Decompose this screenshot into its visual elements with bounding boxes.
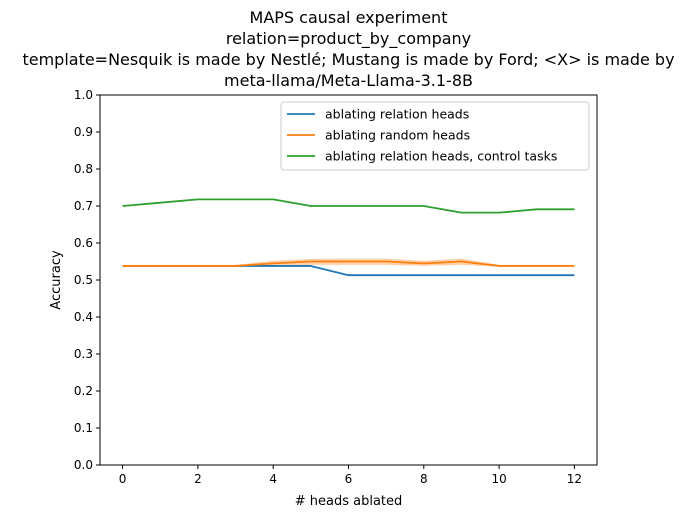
y-axis-label: Accuracy	[49, 250, 64, 310]
x-tick-label: 10	[491, 472, 506, 486]
x-tick-label: 6	[345, 472, 353, 486]
x-tick-label: 12	[567, 472, 582, 486]
x-tick-label: 4	[269, 472, 277, 486]
series-0-line	[122, 265, 575, 277]
series-1-confidence-band	[122, 258, 575, 267]
y-tick-label: 0.2	[74, 384, 93, 398]
x-tick-label: 8	[420, 472, 428, 486]
series-lines	[122, 198, 575, 277]
y-tick-label: 0.4	[74, 310, 93, 324]
chart-title-line-4: meta-llama/Meta-Llama-3.1-8B	[224, 71, 473, 90]
y-tick-label: 0.7	[74, 199, 93, 213]
x-axis-label: # heads ablated	[295, 494, 403, 509]
y-tick-label: 0.8	[74, 162, 93, 176]
legend: ablating relation heads ablating random h…	[280, 101, 590, 171]
x-tick-label: 2	[194, 472, 202, 486]
x-tick-label: 0	[119, 472, 127, 486]
y-tick-label: 0.3	[74, 347, 93, 361]
legend-box	[280, 101, 590, 171]
chart-title-line-3: template=Nesquik is made by Nestlé; Must…	[22, 50, 675, 69]
y-tick-label: 0.9	[74, 125, 93, 139]
chart-title-line-1: MAPS causal experiment	[249, 8, 448, 27]
y-tick-label: 0.5	[74, 273, 93, 287]
legend-label-0: ablating relation heads	[325, 107, 469, 122]
confidence-bands	[122, 258, 575, 267]
axis-ticks: 0 2 4 6 8 10 12 0.0 0.1 0.2 0.3 0.4 0.5 0.6 0.7 0.8 0.9 1…	[74, 88, 582, 486]
legend-label-1: ablating random heads	[325, 128, 470, 143]
y-tick-label: 0.0	[74, 458, 93, 472]
chart-title-line-2: relation=product_by_company	[225, 29, 472, 48]
y-tick-label: 0.6	[74, 236, 93, 250]
y-tick-label: 0.1	[74, 421, 93, 435]
y-tick-label: 1.0	[74, 88, 93, 102]
legend-label-2: ablating relation heads, control tasks	[325, 149, 557, 164]
